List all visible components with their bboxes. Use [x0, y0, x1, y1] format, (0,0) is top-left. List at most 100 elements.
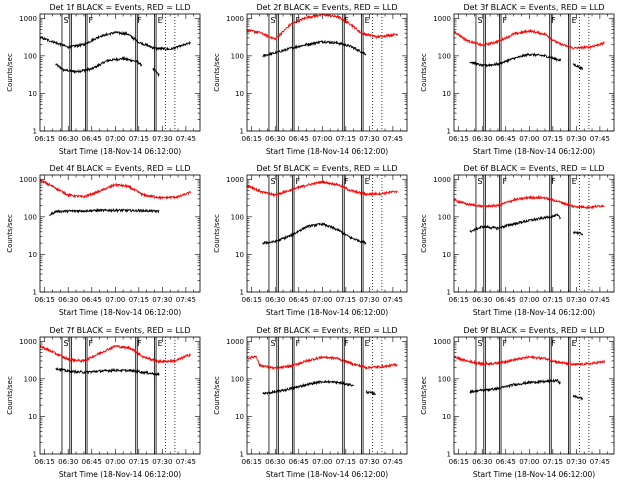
x-tick-label: 07:00 — [312, 135, 332, 143]
plot-frame — [39, 13, 201, 132]
x-tick-label: 06:15 — [449, 458, 469, 466]
x-tick-label: 06:30 — [472, 135, 492, 143]
x-tick-label: 07:30 — [359, 135, 379, 143]
y-tick-label: 1000 — [433, 176, 451, 184]
y-tick-label: 1 — [33, 128, 37, 136]
x-tick-label: 07:45 — [590, 135, 610, 143]
events-series-line — [55, 367, 160, 377]
y-tick-label: 100 — [24, 375, 37, 383]
x-tick-label: 07:30 — [566, 458, 586, 466]
y-tick-label: 10 — [28, 251, 37, 259]
y-axis-label: Counts/sec — [213, 214, 221, 253]
y-tick-label: 1000 — [19, 15, 37, 23]
flag-label: S — [63, 16, 68, 25]
x-tick-label: 07:45 — [383, 458, 403, 466]
x-tick-label: 06:45 — [82, 296, 102, 304]
y-tick-label: 100 — [24, 213, 37, 221]
events-series-line — [262, 379, 376, 396]
events-series-line — [469, 52, 584, 71]
x-tick-label: 07:45 — [383, 296, 403, 304]
y-axis-label: Counts/sec — [6, 214, 14, 253]
x-axis-label: Start Time (18-Nov-14 06:12:00) — [59, 308, 181, 317]
flag-label: F — [296, 339, 301, 348]
events-series-line — [49, 207, 160, 217]
plot-frame — [39, 174, 201, 293]
y-tick-label: 1 — [447, 289, 451, 297]
y-tick-label: 1 — [240, 128, 244, 136]
x-axis-label: Start Time (18-Nov-14 06:12:00) — [59, 470, 181, 479]
x-tick-label: 06:45 — [82, 135, 102, 143]
x-tick-label: 06:30 — [265, 458, 285, 466]
x-tick-label: 07:00 — [105, 458, 125, 466]
y-tick-label: 1 — [33, 451, 37, 459]
x-tick-label: 07:00 — [519, 458, 539, 466]
y-tick-label: 100 — [231, 213, 244, 221]
events-series-line — [262, 39, 367, 58]
y-tick-label: 1000 — [433, 15, 451, 23]
plot-frame — [246, 336, 408, 455]
x-tick-label: 07:00 — [312, 296, 332, 304]
chart-panel-7: Det 7f BLACK = Events, RED = LLD Counts/s… — [6, 326, 201, 479]
flag-label: S — [270, 16, 275, 25]
x-tick-label: 07:45 — [176, 296, 196, 304]
x-tick-label: 06:15 — [35, 458, 55, 466]
y-tick-label: 1000 — [226, 15, 244, 23]
y-axis-label: Counts/sec — [420, 376, 428, 415]
flag-label: S — [477, 177, 482, 186]
y-tick-label: 100 — [438, 375, 451, 383]
y-axis-label: Counts/sec — [213, 53, 221, 92]
plot-frame — [246, 13, 408, 132]
y-tick-label: 1 — [33, 289, 37, 297]
lld-series-line — [454, 28, 605, 51]
x-tick-label: 06:15 — [35, 135, 55, 143]
chart-panel-5: Det 5f BLACK = Events, RED = LLD Counts/s… — [213, 164, 408, 317]
x-tick-label: 07:00 — [519, 135, 539, 143]
flag-label: F — [344, 16, 349, 25]
flag-label: S — [63, 339, 68, 348]
flag-label: E — [365, 339, 370, 348]
flag-label: F — [344, 177, 349, 186]
x-tick-label: 07:15 — [543, 296, 563, 304]
flag-label: E — [158, 339, 163, 348]
flag-label: F — [296, 177, 301, 186]
plot-frame — [453, 174, 615, 293]
y-tick-label: 1 — [447, 128, 451, 136]
flag-label: S — [477, 16, 482, 25]
x-tick-label: 06:15 — [242, 458, 262, 466]
x-tick-label: 06:15 — [35, 296, 55, 304]
panel-title: Det 5f BLACK = Events, RED = LLD — [256, 164, 397, 173]
x-axis-label: Start Time (18-Nov-14 06:12:00) — [266, 147, 388, 156]
events-series-line — [469, 213, 584, 236]
x-tick-label: 07:15 — [129, 135, 149, 143]
chart-panel-8: Det 8f BLACK = Events, RED = LLD Counts/s… — [213, 326, 408, 479]
flag-label: E — [572, 339, 577, 348]
x-tick-label: 06:30 — [265, 135, 285, 143]
flag-label: F — [137, 339, 142, 348]
x-tick-label: 06:15 — [449, 135, 469, 143]
flag-label: F — [296, 16, 301, 25]
x-tick-label: 07:15 — [336, 135, 356, 143]
y-tick-label: 100 — [24, 52, 37, 60]
panel-title: Det 4f BLACK = Events, RED = LLD — [49, 164, 190, 173]
events-series-line — [262, 222, 367, 246]
chart-panel-9: Det 9f BLACK = Events, RED = LLD Counts/s… — [420, 326, 615, 479]
events-series-line — [469, 378, 584, 401]
y-tick-label: 1 — [240, 289, 244, 297]
y-tick-label: 100 — [231, 375, 244, 383]
y-tick-label: 1000 — [433, 338, 451, 346]
x-tick-label: 06:15 — [449, 296, 469, 304]
panel-title: Det 2f BLACK = Events, RED = LLD — [256, 3, 397, 12]
flag-label: F — [89, 16, 94, 25]
x-tick-label: 06:15 — [242, 296, 262, 304]
lld-series-line — [247, 14, 399, 41]
y-tick-label: 1000 — [226, 176, 244, 184]
x-tick-label: 07:00 — [105, 135, 125, 143]
x-axis-label: Start Time (18-Nov-14 06:12:00) — [59, 147, 181, 156]
x-tick-label: 07:30 — [152, 458, 172, 466]
y-tick-label: 10 — [235, 90, 244, 98]
chart-panel-2: Det 2f BLACK = Events, RED = LLD Counts/s… — [213, 3, 408, 156]
x-axis-label: Start Time (18-Nov-14 06:12:00) — [266, 470, 388, 479]
panel-title: Det 9f BLACK = Events, RED = LLD — [463, 326, 604, 335]
lld-series-line — [454, 354, 606, 367]
